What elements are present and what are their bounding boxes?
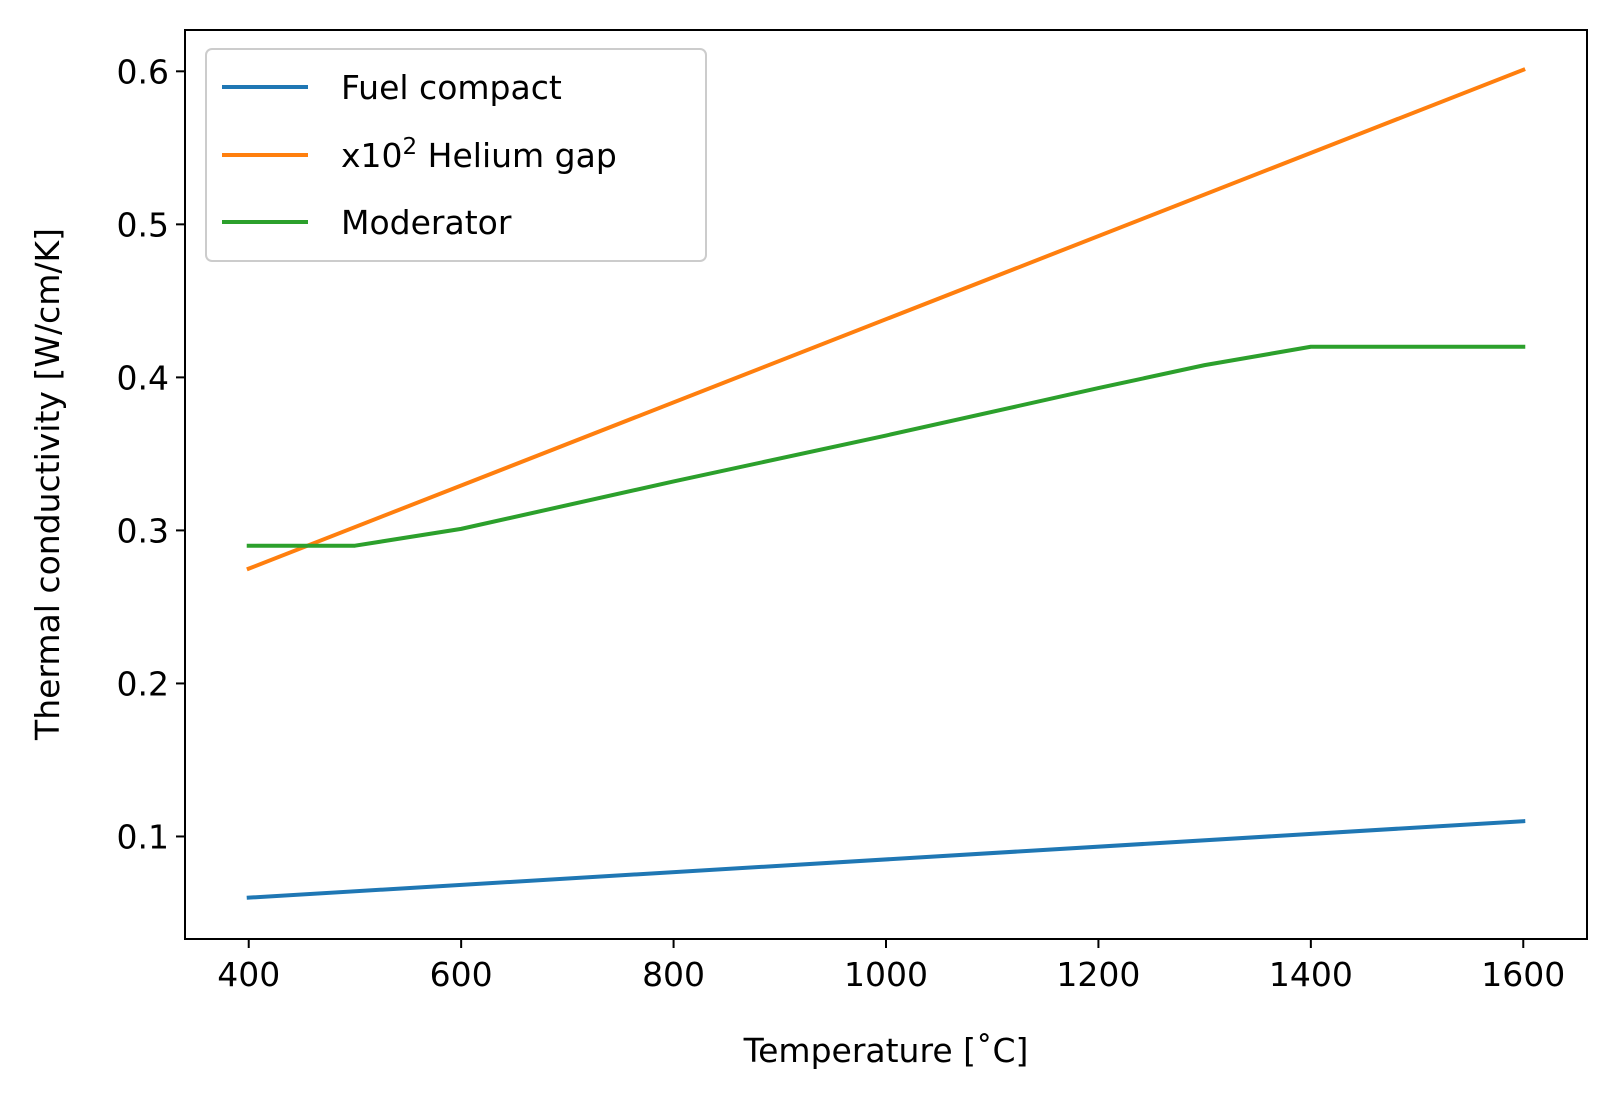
- ticks-layer: 400 600 800 1000 1200 1400 1600 0.1 0.2 0.3 0.4 0.5…: [117, 29, 1588, 994]
- y-tick-label: 0.5: [117, 205, 169, 244]
- y-tick-label: 0.2: [117, 664, 169, 703]
- series-line-1: [246, 67, 1526, 572]
- x-tick-label: 400: [217, 955, 280, 994]
- y-tick-label: 0.3: [117, 511, 169, 550]
- x-tick-label: 1600: [1481, 955, 1565, 994]
- series-line-2: [246, 344, 1526, 548]
- legend-box: [205, 48, 707, 262]
- x-tick-label: 1400: [1269, 955, 1353, 994]
- y-tick-label: 0.6: [117, 52, 169, 91]
- x-tick-label: 600: [430, 955, 493, 994]
- legend-label-1: x102 Helium gap: [341, 134, 617, 175]
- legend-label-2: Moderator: [341, 203, 512, 242]
- x-tick-label: 800: [642, 955, 705, 994]
- y-tick-label: 0.1: [117, 817, 169, 856]
- legend: Fuel compact x102 Helium gap Moderator: [205, 48, 707, 262]
- series-layer: [246, 67, 1526, 900]
- y-tick-label: 0.4: [117, 358, 169, 397]
- y-axis-label: Thermal conductivity [W/cm/K]: [28, 228, 67, 741]
- series-line-0: [246, 819, 1526, 900]
- legend-label-0: Fuel compact: [341, 68, 562, 107]
- x-tick-label: 1000: [844, 955, 928, 994]
- x-tick-label: 1200: [1056, 955, 1140, 994]
- x-axis-label: Temperature [˚C]: [743, 1031, 1029, 1070]
